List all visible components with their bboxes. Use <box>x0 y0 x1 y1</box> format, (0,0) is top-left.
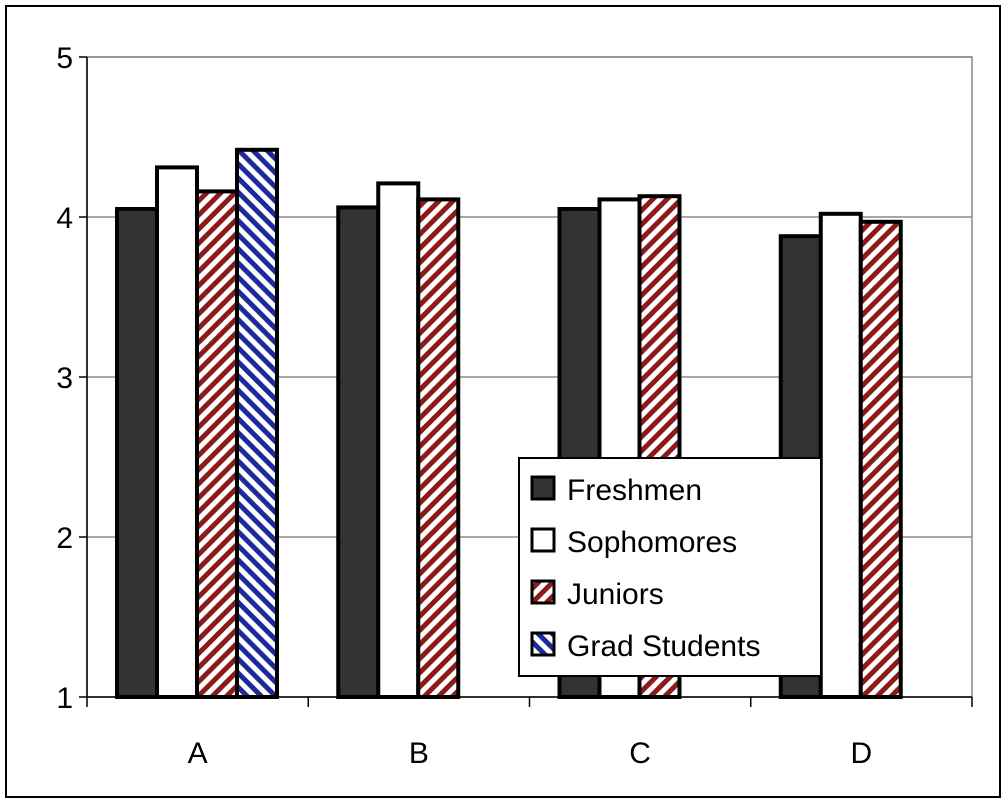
legend-box <box>518 457 822 677</box>
y-tick-label: 4 <box>56 202 73 235</box>
x-tick-label: B <box>409 737 429 770</box>
bar-sophomores-b <box>376 181 421 699</box>
legend: Freshmen Sophomores Juniors Grad Students <box>518 457 822 677</box>
bar-sophomores-a <box>155 165 199 699</box>
bar-grad-students-a <box>235 147 279 700</box>
x-tick-label: A <box>188 737 208 770</box>
legend-swatch-juniors <box>530 579 556 605</box>
legend-label: Grad Students <box>567 630 760 663</box>
legend-label: Freshmen <box>567 474 702 507</box>
bar-freshmen-b <box>336 205 381 699</box>
legend-swatch-sophomores <box>530 527 556 553</box>
legend-swatch-freshmen <box>530 475 556 501</box>
y-tick-label: 5 <box>56 42 73 75</box>
legend-swatch-grad-students <box>530 631 556 657</box>
axes <box>79 56 973 707</box>
y-tick-label: 1 <box>56 682 73 715</box>
y-tick-labels: 1 2 3 4 5 <box>56 42 73 715</box>
x-tick-label: D <box>851 737 873 770</box>
x-tick-label: C <box>629 737 651 770</box>
bar-sophomores-d <box>818 211 863 700</box>
bar-juniors-b <box>416 197 461 699</box>
bar-freshmen-a <box>115 207 159 699</box>
y-tick-label: 3 <box>56 362 73 395</box>
legend-label: Juniors <box>567 578 664 611</box>
bar-juniors-a <box>195 189 239 699</box>
legend-label: Sophomores <box>567 526 737 559</box>
bar-juniors-d <box>858 219 903 700</box>
x-tick-labels: A B C D <box>188 737 873 770</box>
y-tick-label: 2 <box>56 522 73 555</box>
